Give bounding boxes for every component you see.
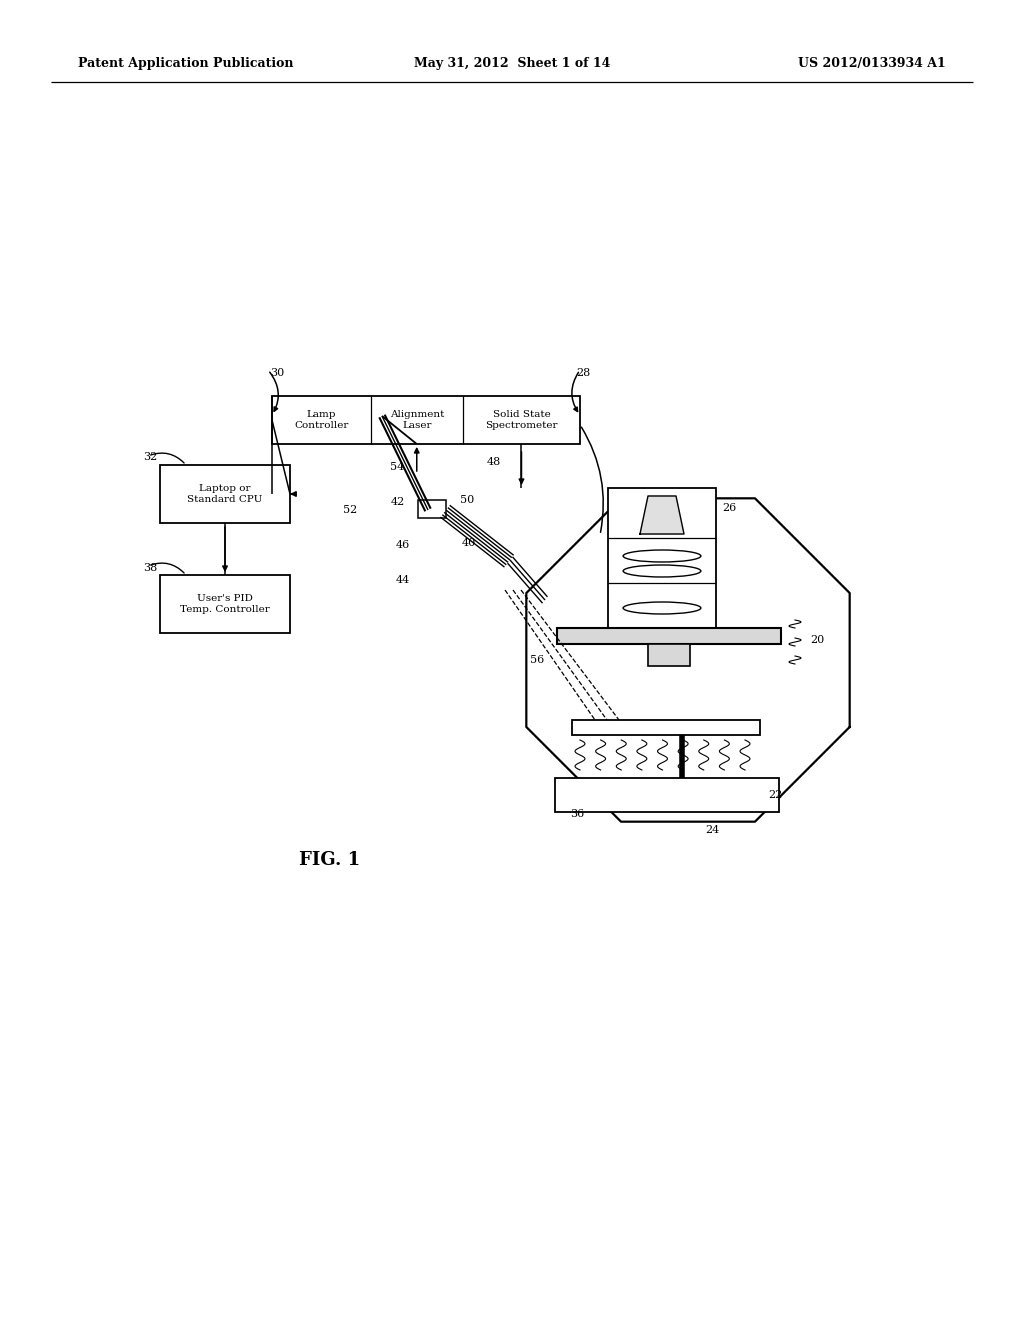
Text: 42: 42 [391,498,406,507]
FancyBboxPatch shape [160,465,290,523]
Polygon shape [640,496,684,535]
Text: Lamp
Controller: Lamp Controller [294,411,348,430]
Text: Patent Application Publication: Patent Application Publication [78,58,294,70]
Text: Laptop or
Standard CPU: Laptop or Standard CPU [187,484,263,504]
Text: 48: 48 [487,457,502,467]
Text: 46: 46 [395,540,410,550]
Text: 24: 24 [705,825,719,836]
FancyBboxPatch shape [418,500,446,517]
Text: 28: 28 [575,368,590,378]
Text: 44: 44 [395,576,410,585]
Text: 54: 54 [390,462,404,473]
FancyBboxPatch shape [160,576,290,634]
Text: Alignment
Laser: Alignment Laser [389,411,444,430]
Text: May 31, 2012  Sheet 1 of 14: May 31, 2012 Sheet 1 of 14 [414,58,610,70]
FancyBboxPatch shape [648,644,690,667]
Text: 36: 36 [570,809,585,818]
Text: US 2012/0133934 A1: US 2012/0133934 A1 [799,58,946,70]
Text: 26: 26 [722,503,736,513]
Text: 52: 52 [343,506,357,515]
FancyBboxPatch shape [557,628,781,644]
FancyBboxPatch shape [555,777,779,812]
Text: Solid State
Spectrometer: Solid State Spectrometer [485,411,558,430]
Text: 30: 30 [270,368,285,378]
Text: 40: 40 [462,539,476,548]
FancyBboxPatch shape [572,719,760,735]
FancyBboxPatch shape [608,488,716,628]
Text: User's PID
Temp. Controller: User's PID Temp. Controller [180,594,270,614]
Text: 56: 56 [530,655,544,665]
Text: 22: 22 [768,789,782,800]
Text: 32: 32 [143,451,158,462]
Text: 20: 20 [810,635,824,645]
Text: FIG. 1: FIG. 1 [299,851,360,869]
FancyBboxPatch shape [272,396,580,444]
Text: 38: 38 [143,564,158,573]
Text: 50: 50 [460,495,474,506]
